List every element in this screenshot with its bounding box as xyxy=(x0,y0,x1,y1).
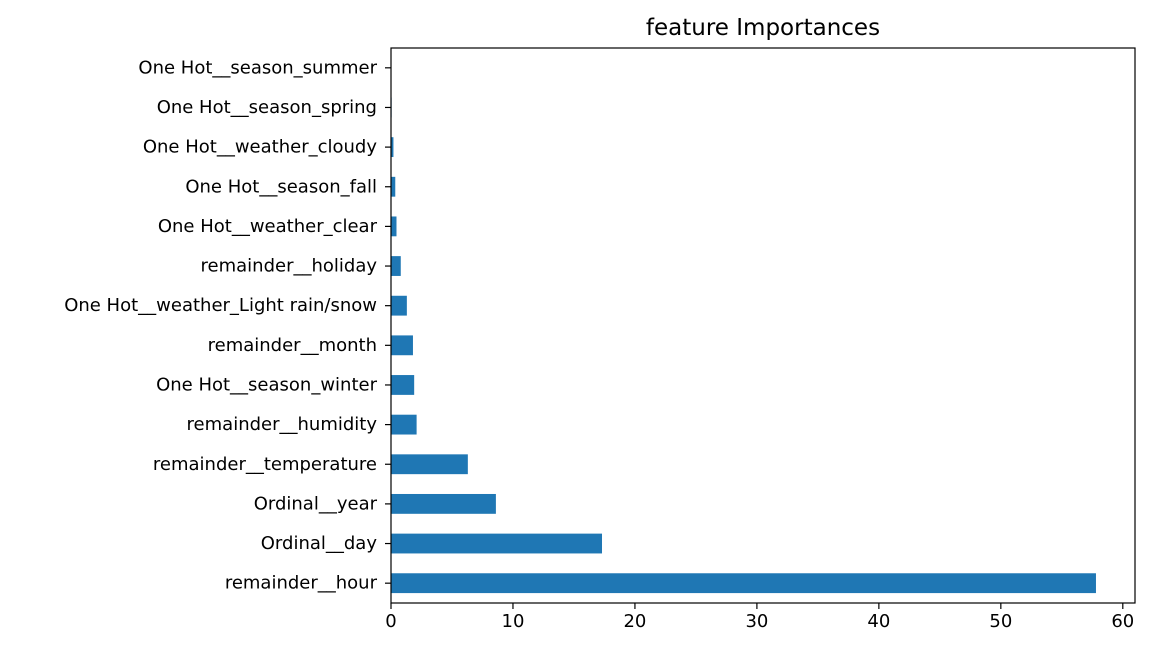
bar xyxy=(391,216,397,237)
y-tick-label: One Hot__season_spring xyxy=(157,97,377,118)
x-tick-label: 10 xyxy=(502,611,525,632)
bar xyxy=(391,414,417,435)
bar xyxy=(391,493,496,514)
bar xyxy=(391,533,603,554)
y-tick-label: remainder__hour xyxy=(225,573,378,594)
y-tick-label: One Hot__season_winter xyxy=(156,374,378,395)
bar xyxy=(391,573,1096,594)
axes-layer xyxy=(390,47,1136,604)
y-tick-label: One Hot__season_fall xyxy=(185,176,377,197)
bar xyxy=(391,335,413,356)
y-tick-label: remainder__month xyxy=(208,335,377,356)
bars-layer xyxy=(391,57,1096,594)
bar xyxy=(391,137,394,158)
y-tick-label: remainder__holiday xyxy=(201,256,378,277)
y-tick-label: Ordinal__day xyxy=(261,533,378,554)
bar xyxy=(391,256,401,276)
y-tick-label: One Hot__weather_cloudy xyxy=(143,137,377,158)
bar xyxy=(391,454,468,475)
y-tick-label: remainder__temperature xyxy=(153,454,377,475)
chart-title: feature Importances xyxy=(646,15,880,41)
y-tick-label: One Hot__weather_Light rain/snow xyxy=(64,295,377,316)
plot-frame xyxy=(390,47,1136,604)
x-tick-label: 20 xyxy=(623,611,646,632)
y-tick-label: One Hot__season_summer xyxy=(138,57,377,78)
bar xyxy=(391,375,415,395)
x-tick-label: 50 xyxy=(989,611,1012,632)
bar xyxy=(391,176,396,197)
x-tick-label: 30 xyxy=(745,611,768,632)
x-tick-label: 0 xyxy=(385,611,396,632)
y-tick-label: remainder__humidity xyxy=(187,414,378,435)
x-tick-label: 40 xyxy=(867,611,890,632)
bar xyxy=(391,295,407,316)
x-tick-label: 60 xyxy=(1111,611,1134,632)
ticks-layer: remainder__hour Ordinal__day Ordinal__year… xyxy=(64,57,1134,632)
y-tick-label: One Hot__weather_clear xyxy=(158,216,378,237)
y-tick-label: Ordinal__year xyxy=(254,493,378,514)
